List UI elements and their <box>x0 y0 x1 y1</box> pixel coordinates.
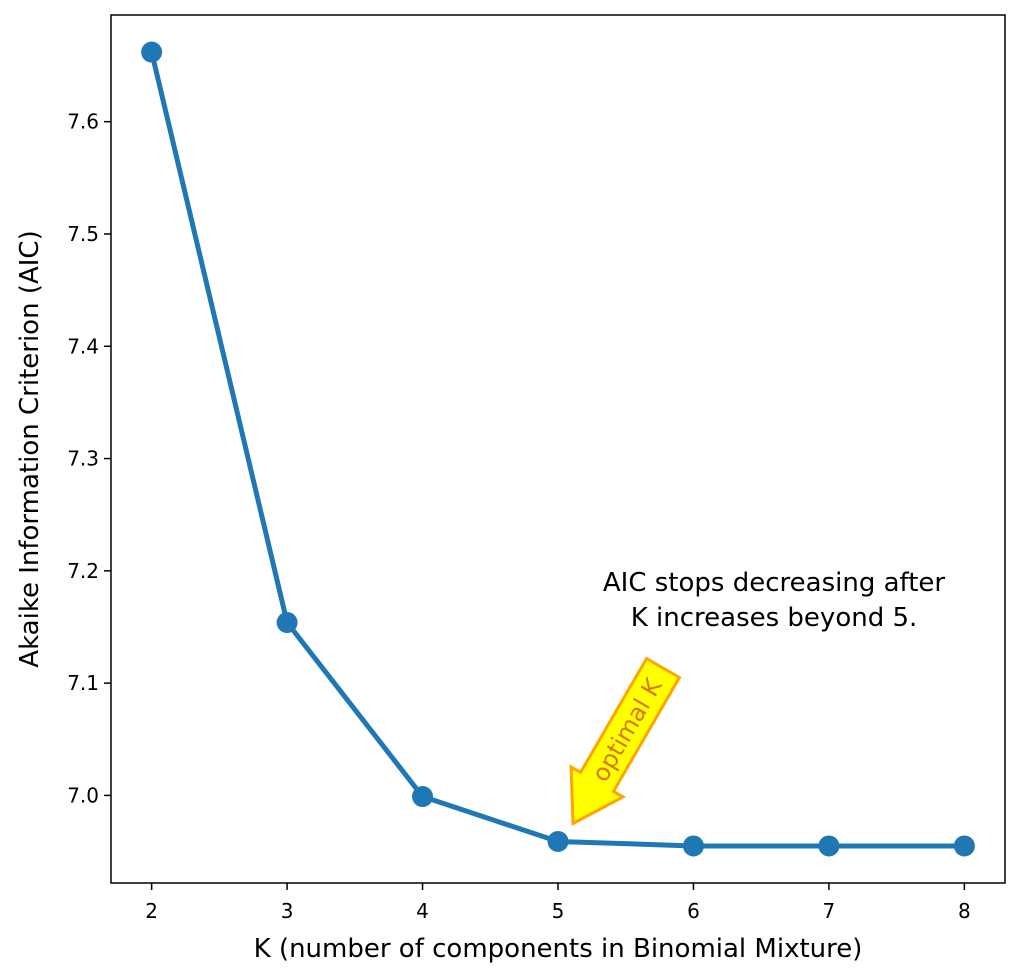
x-tick-label: 5 <box>552 899 565 923</box>
data-point <box>276 611 298 633</box>
y-tick-label: 7.3 <box>67 447 99 471</box>
annotation-line-2: K increases beyond 5. <box>631 603 918 633</box>
y-axis-ticks: 7.0 7.1 7.2 7.3 7.4 7.5 7.6 <box>67 110 111 807</box>
y-tick-label: 7.4 <box>67 334 99 358</box>
y-tick-label: 7.0 <box>67 783 99 807</box>
y-tick-label: 7.1 <box>67 671 99 695</box>
data-point <box>547 830 569 852</box>
y-axis-label: Akaike Information Criterion (AIC) <box>15 230 45 667</box>
x-tick-label: 2 <box>145 899 158 923</box>
data-point <box>412 786 434 808</box>
y-tick-label: 7.5 <box>67 222 99 246</box>
y-tick-label: 7.2 <box>67 559 99 583</box>
x-tick-label: 4 <box>416 899 429 923</box>
x-tick-label: 3 <box>281 899 294 923</box>
plot-frame <box>110 14 1006 884</box>
optimal-k-arrow-shape <box>569 656 682 826</box>
data-point <box>818 835 840 857</box>
x-tick-label: 7 <box>823 899 836 923</box>
data-point <box>953 835 975 857</box>
y-tick-label: 7.6 <box>67 110 99 134</box>
data-point <box>141 41 163 63</box>
x-axis-label: K (number of components in Binomial Mixt… <box>254 934 863 964</box>
annotation-line-1: AIC stops decreasing after <box>603 568 946 598</box>
aic-data-points <box>141 41 975 857</box>
x-tick-label: 6 <box>687 899 700 923</box>
data-point <box>682 835 704 857</box>
x-axis-ticks: 2 3 4 5 6 7 8 <box>145 883 971 923</box>
x-tick-label: 8 <box>958 899 971 923</box>
